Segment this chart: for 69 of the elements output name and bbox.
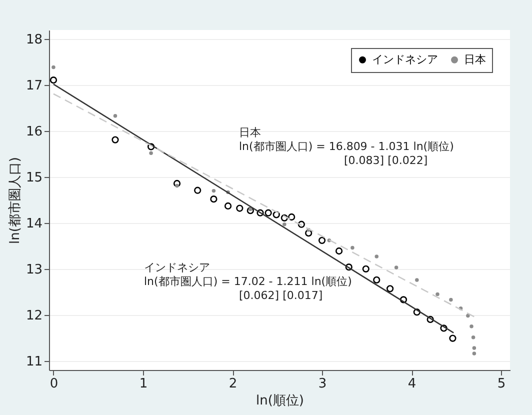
x-tick-label: 1: [139, 376, 148, 392]
point: [149, 151, 153, 155]
point: [147, 143, 155, 150]
point: [248, 207, 252, 212]
point: [318, 236, 326, 244]
point: [449, 298, 453, 302]
y-tick-label: 14: [26, 216, 42, 232]
point: [173, 180, 181, 188]
point: [113, 114, 118, 118]
legend-label: 日本: [464, 52, 486, 66]
x-tick-label: 3: [318, 376, 327, 392]
point: [236, 204, 244, 212]
point: [472, 346, 476, 350]
point: [350, 246, 354, 250]
legend-label: インドネシア: [372, 52, 438, 66]
point: [362, 265, 370, 272]
x-tick-label: 4: [408, 376, 416, 392]
point: [400, 296, 408, 304]
x-tick-label: 0: [50, 376, 58, 392]
point: [52, 65, 56, 70]
point: [470, 324, 474, 328]
y-tick-label: 18: [26, 32, 42, 48]
point: [288, 213, 296, 221]
annotation: [0.062] [0.017]: [239, 289, 323, 302]
y-tick-label: 16: [26, 124, 42, 140]
y-tick-label: 13: [26, 262, 42, 278]
y-tick-label: 11: [26, 354, 42, 370]
point: [335, 247, 343, 255]
y-axis-title: ln(都市圏人口): [8, 157, 23, 244]
point: [413, 308, 420, 316]
point: [471, 336, 476, 340]
annotation: ln(都市圏人口) = 17.02 - 1.211 ln(順位): [144, 275, 352, 288]
point: [386, 285, 394, 292]
point: [210, 196, 218, 203]
point: [472, 352, 476, 356]
x-axis-title: ln(順位): [256, 394, 304, 408]
annotation: [0.083] [0.022]: [344, 154, 428, 167]
point: [449, 334, 456, 342]
point: [175, 184, 179, 188]
point: [246, 207, 254, 214]
point: [374, 254, 378, 258]
point: [272, 211, 280, 218]
x-tick-label: 2: [228, 376, 238, 392]
point: [280, 214, 288, 222]
point: [112, 136, 119, 144]
point: [224, 202, 232, 210]
point: [256, 209, 264, 216]
point: [264, 209, 272, 216]
point: [298, 220, 305, 228]
point: [50, 76, 58, 84]
point: [194, 186, 202, 194]
point: [212, 188, 216, 193]
point: [282, 222, 286, 226]
x-tick-label: 5: [497, 376, 506, 392]
annotation: インドネシア: [144, 261, 210, 274]
point: [415, 278, 419, 282]
y-tick-label: 15: [26, 170, 42, 186]
point: [345, 264, 352, 271]
annotation: ln(都市圏人口) = 16.809 - 1.031 ln(順位): [239, 140, 454, 153]
annotation: 日本: [239, 126, 261, 139]
point: [305, 230, 312, 237]
point: [466, 314, 470, 318]
point: [394, 266, 398, 270]
point: [426, 316, 434, 324]
point: [436, 292, 440, 296]
point: [373, 276, 380, 284]
y-tick-label: 12: [26, 308, 42, 324]
y-tick-label: 17: [26, 78, 42, 94]
point: [440, 324, 448, 332]
